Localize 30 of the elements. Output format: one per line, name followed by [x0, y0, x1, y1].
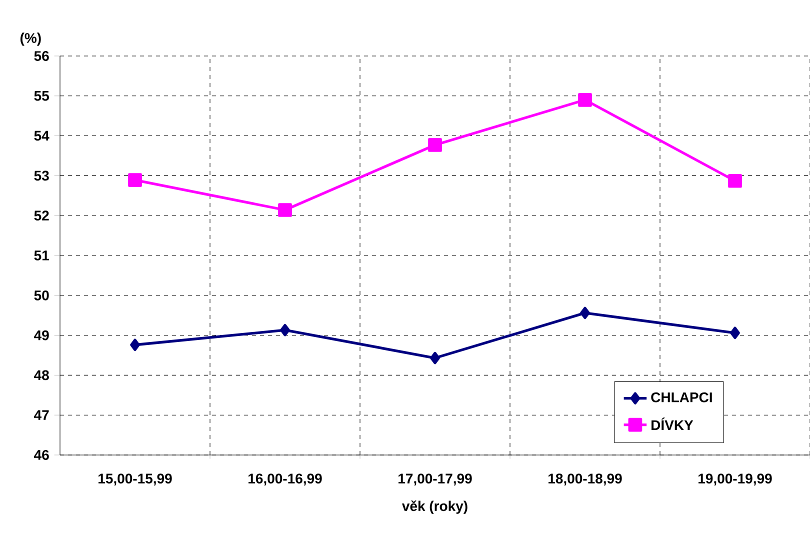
y-tick-label: 46 — [34, 450, 49, 460]
legend-label: DÍVKY — [652, 418, 694, 430]
y-tick-label: 56 — [34, 51, 49, 61]
x-tick-label: 17,00-17,99 — [398, 474, 472, 486]
x-tick-label: 15,00-15,99 — [98, 474, 172, 486]
y-tick-label: 50 — [34, 290, 49, 300]
y-tick-label: 53 — [34, 170, 49, 181]
point — [278, 203, 292, 217]
point — [730, 326, 740, 340]
y-tick-label: 52 — [34, 210, 49, 221]
point — [580, 306, 590, 320]
point — [578, 92, 592, 107]
point — [428, 138, 442, 152]
point — [130, 338, 140, 351]
point — [728, 174, 742, 188]
y-tick-label: 49 — [34, 330, 49, 340]
y-tick-label: 51 — [34, 250, 49, 260]
y-tick-label: 54 — [34, 130, 50, 141]
x-tick-label: 18,00-18,99 — [548, 474, 622, 486]
x-axis-title: věk (roky) — [402, 500, 468, 514]
legend-label: CHLAPCI — [651, 392, 712, 402]
y-tick-label: 47 — [34, 410, 49, 420]
x-tick-label: 19,00-19,99 — [698, 474, 772, 486]
y-axis-title: (%) — [20, 32, 41, 46]
point — [280, 324, 290, 336]
point — [430, 352, 440, 364]
point — [128, 173, 142, 188]
y-tick-label: 55 — [34, 91, 49, 101]
x-tick-label: 16,00-16,99 — [248, 474, 322, 486]
y-tick-label: 48 — [34, 370, 49, 380]
